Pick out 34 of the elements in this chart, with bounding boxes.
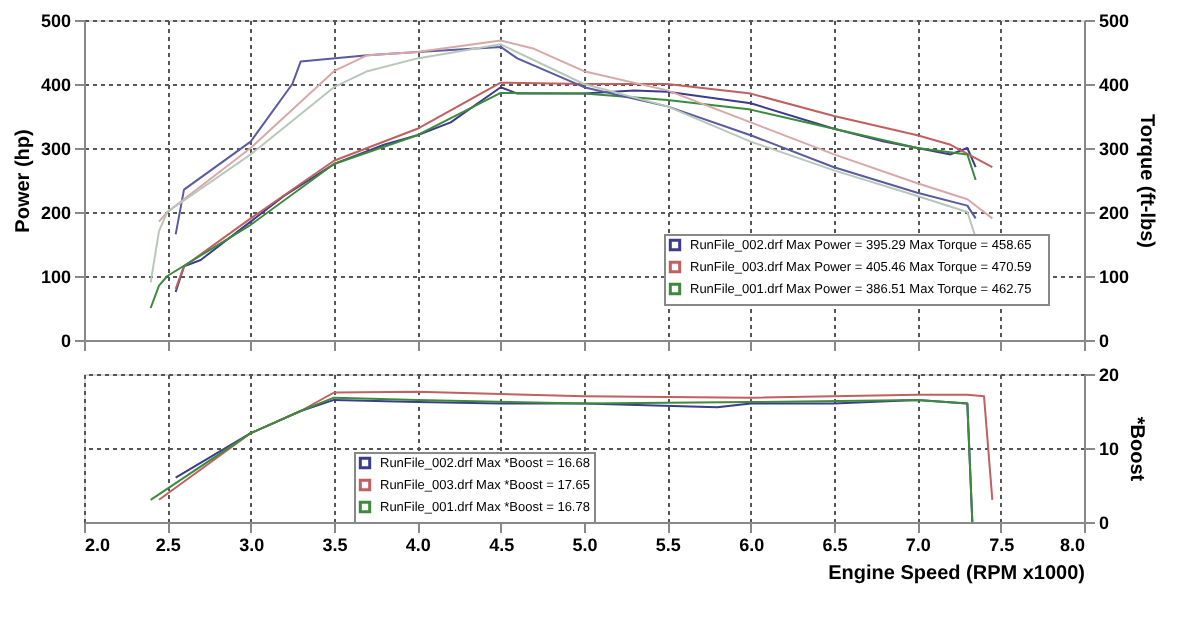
y-tick-label: 100 (40, 267, 71, 287)
x-tick-label: 7.0 (905, 535, 931, 555)
x-tick-label: 5.0 (572, 535, 598, 555)
x-tick-label: 8.0 (1059, 535, 1085, 555)
y2-tick-label: 100 (1099, 267, 1130, 287)
y-tick-label: 400 (40, 75, 71, 95)
y2-axis-title: Torque (ft-lbs) (1135, 113, 1158, 249)
y2-tick-label: 20 (1099, 365, 1120, 385)
y2-tick-label: 0 (1099, 331, 1110, 351)
y2-tick-label: 200 (1099, 203, 1130, 223)
y-axis-title: Power (hp) (12, 129, 35, 233)
x-tick-label: 2.0 (85, 535, 111, 555)
x-tick-label: 7.5 (989, 535, 1015, 555)
y2-axis-title: *Boost (1125, 416, 1148, 483)
y2-tick-label: 10 (1099, 439, 1120, 459)
y2-tick-label: 400 (1099, 75, 1130, 95)
x-tick-label: 4.0 (405, 535, 431, 555)
y2-tick-label: 0 (1099, 513, 1110, 533)
x-tick-label: 6.0 (739, 535, 765, 555)
y-tick-label: 300 (40, 139, 71, 159)
x-tick-label: 3.5 (322, 535, 348, 555)
line-series (149, 43, 977, 284)
y-tick-label: 500 (40, 11, 71, 31)
x-tick-label: 4.5 (489, 535, 515, 555)
x-axis-title: Engine Speed (RPM x1000) (828, 563, 1085, 585)
y2-tick-label: 300 (1099, 139, 1130, 159)
x-tick-label: 3.0 (239, 535, 265, 555)
y2-tick-label: 500 (1099, 11, 1130, 31)
y-tick-label: 200 (40, 203, 71, 223)
x-tick-label: 5.5 (655, 535, 681, 555)
line-series (158, 390, 994, 501)
x-tick-label: 6.5 (822, 535, 848, 555)
x-tick-label: 2.5 (155, 535, 181, 555)
y-tick-label: 0 (60, 331, 71, 351)
